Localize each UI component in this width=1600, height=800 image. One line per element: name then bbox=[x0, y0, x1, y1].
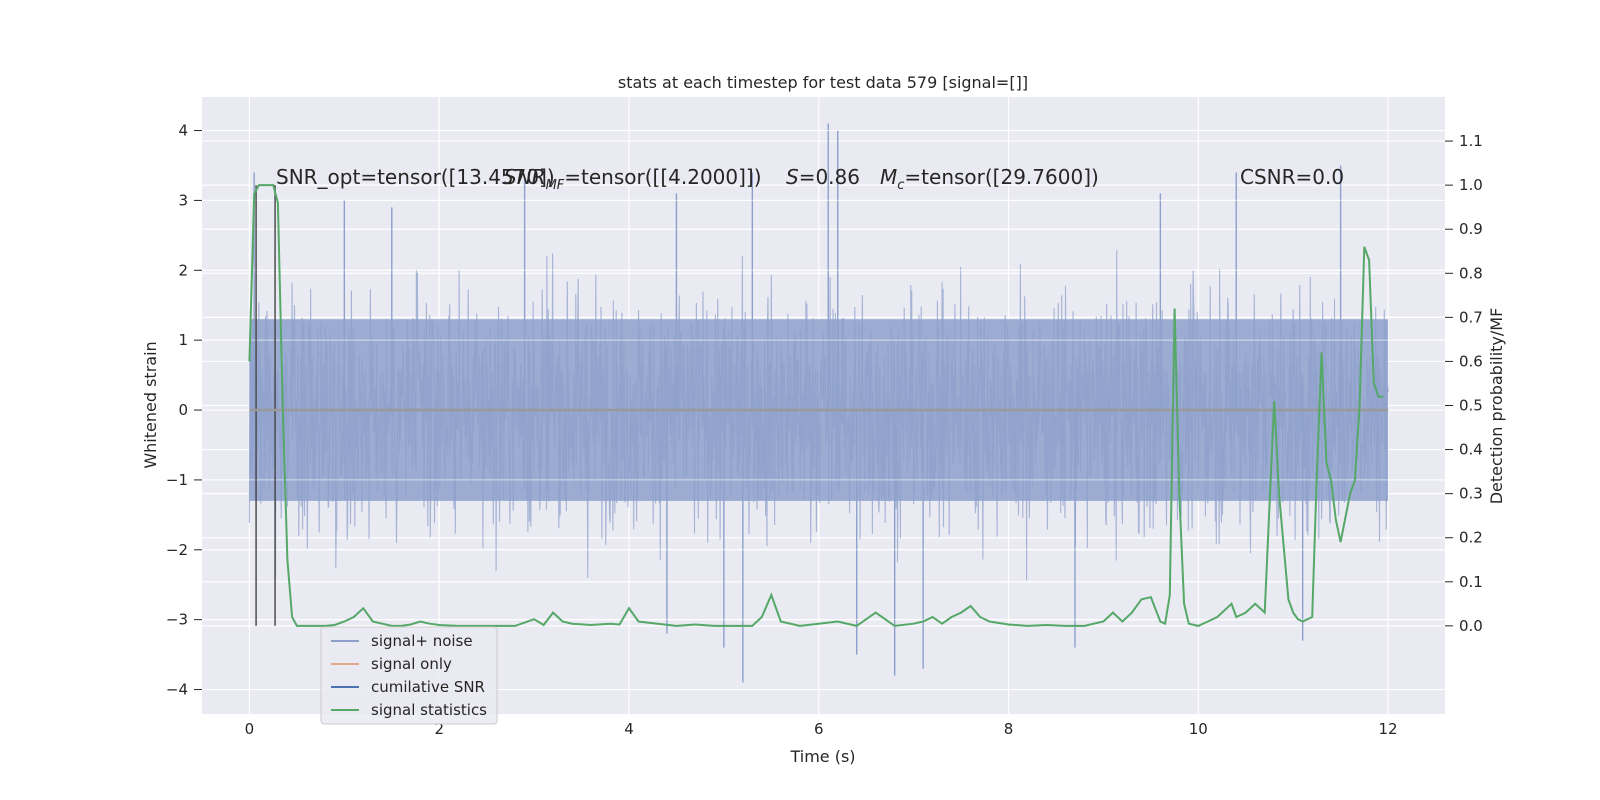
y2-tick-label: 0.9 bbox=[1459, 220, 1483, 238]
tick-labels: 0 2 4 6 8 10 12−4−3−2−1012340.00.10.20.30.40.5… bbox=[166, 122, 1483, 738]
legend-label-signal-noise: signal+ noise bbox=[371, 632, 473, 650]
signal-statistics-line bbox=[248, 184, 1384, 627]
y-tick-label: 4 bbox=[178, 122, 188, 140]
x-tick-label: 0 bbox=[245, 720, 255, 738]
y2-tick-label: 0.2 bbox=[1459, 529, 1483, 547]
legend-label-cumulative-snr: cumilative SNR bbox=[371, 678, 485, 696]
y2-tick-label: 0.5 bbox=[1459, 397, 1483, 415]
chart-title: stats at each timestep for test data 579… bbox=[618, 73, 1028, 92]
y-tick-label: −4 bbox=[166, 681, 188, 699]
marker-lines bbox=[255, 185, 276, 626]
series-signal-statistics bbox=[248, 184, 1384, 627]
y2-axis-label: Detection probability/MF bbox=[1487, 308, 1506, 505]
legend-label-signal-only: signal only bbox=[371, 655, 452, 673]
y2-tick-label: 0.3 bbox=[1459, 485, 1483, 503]
y-tick-label: 3 bbox=[178, 191, 188, 209]
annotation-s: S=0.86 bbox=[786, 165, 860, 189]
y2-tick-label: 0.8 bbox=[1459, 264, 1483, 282]
x-axis-label: Time (s) bbox=[789, 747, 855, 766]
y2-tick-label: 1.0 bbox=[1459, 176, 1483, 194]
y2-tick-label: 0.6 bbox=[1459, 352, 1483, 370]
legend: signal+ noise signal only cumilative SNR… bbox=[320, 626, 498, 725]
x-tick-label: 4 bbox=[624, 720, 634, 738]
y2-tick-label: 1.1 bbox=[1459, 132, 1483, 150]
y-axis-label: Whitened strain bbox=[141, 341, 160, 468]
y-tick-label: 2 bbox=[178, 261, 188, 279]
y2-tick-label: 0.7 bbox=[1459, 308, 1483, 326]
annotation-csnr: CSNR=0.0 bbox=[1240, 165, 1344, 189]
y2-tick-label: 0.4 bbox=[1459, 441, 1483, 459]
annotation-snr-mf: SNRMF=tensor([[4.2000]]) bbox=[504, 165, 762, 193]
x-tick-label: 12 bbox=[1379, 720, 1398, 738]
y-tick-label: 0 bbox=[178, 401, 188, 419]
legend-box bbox=[320, 626, 498, 725]
legend-label-signal-statistics: signal statistics bbox=[371, 701, 487, 719]
y2-tick-label: 0.1 bbox=[1459, 573, 1483, 591]
y2-tick-label: 0.0 bbox=[1459, 617, 1483, 635]
annotation-mc: Mc=tensor([29.7600]) bbox=[880, 165, 1099, 193]
x-tick-label: 8 bbox=[1004, 720, 1014, 738]
y-tick-label: −2 bbox=[166, 541, 188, 559]
x-tick-label: 10 bbox=[1189, 720, 1208, 738]
y-tick-label: −1 bbox=[166, 471, 188, 489]
annotation-snr-opt: SNR_opt=tensor([13.4570]) bbox=[276, 165, 555, 189]
y-tick-label: −3 bbox=[166, 611, 188, 629]
y-tick-label: 1 bbox=[178, 331, 188, 349]
x-tick-label: 6 bbox=[814, 720, 824, 738]
x-tick-label: 2 bbox=[434, 720, 444, 738]
